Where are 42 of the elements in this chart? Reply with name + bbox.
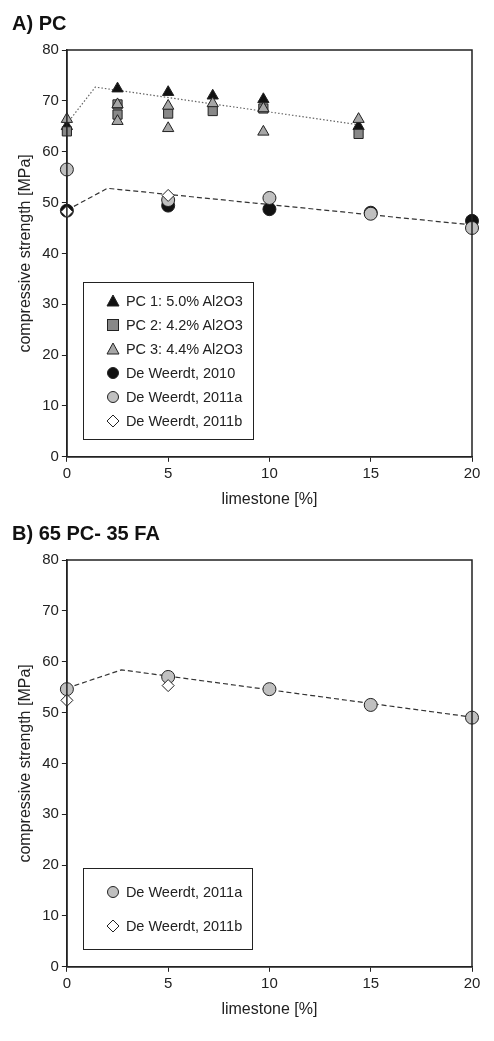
- legend-label: De Weerdt, 2010: [125, 364, 236, 381]
- legend-label: PC 2: 4.2% Al2O3: [125, 316, 243, 333]
- y-tick-label: 40: [42, 243, 59, 261]
- x-tick-label: 10: [261, 463, 278, 481]
- x-tick-label: 20: [463, 463, 481, 481]
- x-tick-label: 15: [362, 973, 380, 991]
- legend-label: De Weerdt, 2011a: [125, 388, 243, 405]
- y-tick-label: 80: [42, 550, 59, 568]
- legend-label: PC 1: 5.0% Al2O3: [125, 292, 243, 309]
- y-tick-label: 80: [42, 40, 59, 58]
- legend-label: De Weerdt, 2011b: [125, 917, 243, 934]
- legend-label: PC 3: 4.4% Al2O3: [125, 340, 243, 357]
- y-tick-label: 50: [42, 702, 59, 720]
- y-axis-title: compressive strength [MPa]: [16, 664, 34, 863]
- y-tick-label: 40: [42, 753, 59, 771]
- y-tick-label: 10: [42, 906, 59, 924]
- y-tick-label: 50: [42, 192, 59, 210]
- y-tick-label: 60: [42, 141, 59, 159]
- y-tick-label: 10: [42, 396, 59, 414]
- legend-label: De Weerdt, 2011b: [125, 412, 243, 429]
- x-tick-label: 20: [463, 973, 481, 991]
- y-tick-label: 30: [42, 804, 59, 822]
- x-tick-label: 0: [62, 973, 72, 991]
- y-tick-label: 0: [50, 956, 59, 974]
- y-tick-label: 70: [42, 90, 59, 108]
- chart-title: A) PC: [12, 11, 67, 34]
- x-axis-title: limestone [%]: [221, 489, 318, 507]
- x-tick-label: 5: [163, 463, 173, 481]
- y-tick-label: 0: [50, 446, 59, 464]
- y-axis-title: compressive strength [MPa]: [16, 154, 34, 353]
- y-tick-label: 20: [42, 345, 59, 363]
- y-tick-label: 60: [42, 651, 59, 669]
- y-tick-label: 30: [42, 294, 59, 312]
- y-tick-label: 70: [42, 600, 59, 618]
- legend-label: De Weerdt, 2011a: [125, 883, 243, 900]
- x-axis-title: limestone [%]: [221, 999, 318, 1017]
- x-tick-label: 15: [362, 463, 380, 481]
- y-tick-label: 20: [42, 855, 59, 873]
- x-tick-label: 10: [261, 973, 278, 991]
- x-tick-label: 0: [62, 463, 72, 481]
- chart-title: B) 65 PC- 35 FA: [12, 521, 160, 544]
- x-tick-label: 5: [163, 973, 173, 991]
